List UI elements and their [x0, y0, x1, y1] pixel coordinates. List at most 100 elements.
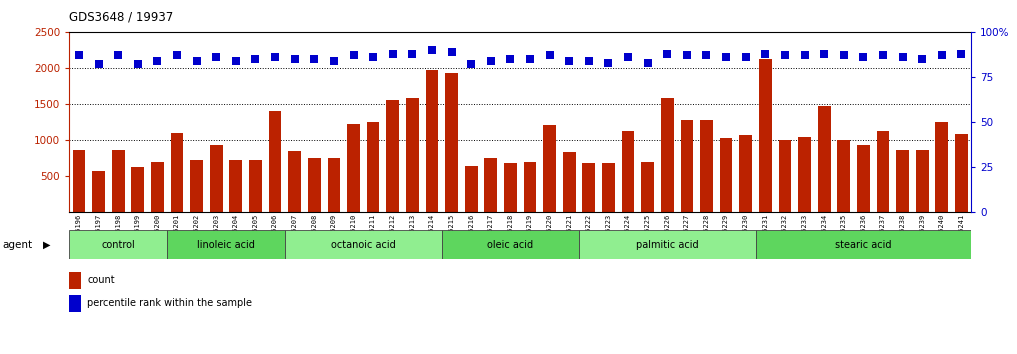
Bar [642, 162, 654, 212]
Point [306, 56, 322, 62]
Point [424, 47, 440, 53]
Bar [955, 134, 968, 212]
Point [699, 52, 715, 58]
Text: octanoic acid: octanoic acid [331, 240, 396, 250]
Bar [543, 125, 556, 212]
Text: agent: agent [2, 240, 33, 250]
Bar [756, 230, 971, 259]
Point [581, 58, 597, 64]
Point [287, 56, 303, 62]
Text: palmitic acid: palmitic acid [636, 240, 699, 250]
Point [502, 56, 519, 62]
Bar [327, 158, 341, 212]
Point [836, 52, 852, 58]
Bar [445, 73, 458, 212]
Point [620, 54, 637, 60]
Point [678, 52, 695, 58]
Bar [680, 120, 694, 212]
Point [934, 52, 950, 58]
Point [640, 60, 656, 65]
Point [91, 62, 107, 67]
Point [247, 56, 263, 62]
Bar [739, 135, 753, 212]
Text: stearic acid: stearic acid [835, 240, 892, 250]
Bar [230, 160, 242, 212]
Point [188, 58, 204, 64]
Bar [621, 131, 635, 212]
Bar [896, 150, 909, 212]
Point [953, 51, 969, 56]
Bar [171, 133, 183, 212]
Bar [916, 150, 929, 212]
Bar [406, 98, 419, 212]
Bar [69, 230, 167, 259]
Text: count: count [87, 275, 115, 285]
Bar [69, 272, 81, 289]
Bar [210, 144, 223, 212]
Point [71, 52, 87, 58]
Point [384, 51, 401, 56]
Point [169, 52, 185, 58]
Bar [661, 98, 673, 212]
Point [483, 58, 499, 64]
Point [875, 52, 891, 58]
Bar [367, 122, 379, 212]
Point [110, 52, 126, 58]
Point [758, 51, 774, 56]
Text: control: control [102, 240, 135, 250]
Bar [72, 150, 85, 212]
Bar [441, 230, 579, 259]
Bar [347, 124, 360, 212]
Point [365, 54, 381, 60]
Bar [877, 131, 889, 212]
Bar [798, 137, 811, 212]
Point [522, 56, 538, 62]
Bar [288, 151, 301, 212]
Bar [720, 138, 732, 212]
Bar [131, 167, 144, 212]
Bar [524, 162, 536, 212]
Bar [386, 100, 399, 212]
Bar [759, 58, 772, 212]
Bar [190, 160, 203, 212]
Bar [818, 105, 831, 212]
Point [541, 52, 557, 58]
Bar [425, 70, 438, 212]
Bar [602, 163, 615, 212]
Point [895, 54, 911, 60]
Bar [152, 162, 164, 212]
Bar [936, 122, 948, 212]
Bar [484, 158, 497, 212]
Point [796, 52, 813, 58]
Point [777, 52, 793, 58]
Point [404, 51, 420, 56]
Bar [837, 140, 850, 212]
Text: linoleic acid: linoleic acid [197, 240, 255, 250]
Bar [504, 162, 517, 212]
Bar [700, 120, 713, 212]
Point [149, 58, 166, 64]
Point [325, 58, 342, 64]
Bar [285, 230, 441, 259]
Point [816, 51, 832, 56]
Bar [308, 158, 320, 212]
Point [208, 54, 225, 60]
Point [659, 51, 675, 56]
Point [129, 62, 145, 67]
Bar [167, 230, 285, 259]
Point [463, 62, 479, 67]
Point [266, 54, 283, 60]
Point [914, 56, 931, 62]
Bar [857, 144, 870, 212]
Bar [112, 150, 124, 212]
Text: GDS3648 / 19937: GDS3648 / 19937 [69, 11, 174, 24]
Point [561, 58, 578, 64]
Point [443, 49, 460, 55]
Point [718, 54, 734, 60]
Point [600, 60, 616, 65]
Text: percentile rank within the sample: percentile rank within the sample [87, 298, 252, 308]
Bar [465, 166, 478, 212]
Point [228, 58, 244, 64]
Text: oleic acid: oleic acid [487, 240, 534, 250]
Point [346, 52, 362, 58]
